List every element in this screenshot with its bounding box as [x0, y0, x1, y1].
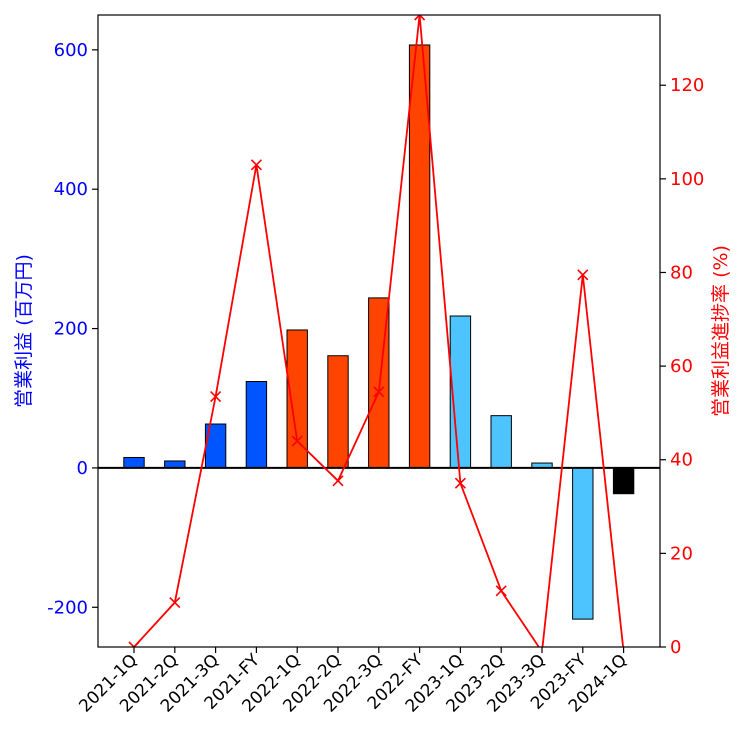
- line-marker-2023-FY: [577, 269, 589, 281]
- y-tick-label-right: 0: [670, 637, 681, 658]
- line-marker-2021-3Q: [210, 390, 222, 403]
- bar-2022-2Q: [327, 355, 349, 469]
- line-marker-2022-1Q: [291, 435, 303, 447]
- y-tick-label-left: 400: [54, 179, 88, 200]
- bar-2021-2Q: [164, 460, 186, 469]
- line-marker-2023-1Q: [454, 477, 466, 489]
- y-tick-label-right: 20: [670, 543, 693, 564]
- bars-layer: [123, 44, 635, 620]
- y-tick-label-right: 60: [670, 356, 693, 377]
- y-tick-label-left: -200: [47, 597, 88, 618]
- line-series: [128, 15, 629, 647]
- line-marker-2021-1Q: [128, 641, 140, 647]
- y-axis-title-right: 営業利益進捗率 (%): [710, 245, 732, 417]
- bar-2021-1Q: [123, 456, 145, 469]
- line-marker-2023-2Q: [495, 585, 507, 597]
- line-marker-2021-FY: [250, 159, 262, 171]
- y-tick-label-right: 80: [670, 262, 693, 283]
- y-tick-label-right: 120: [670, 75, 704, 96]
- y-axis-title-left: 営業利益 (百万円): [13, 254, 35, 408]
- bar-2023-2Q: [490, 415, 512, 469]
- bar-2023-FY: [572, 467, 594, 620]
- line-marker-2022-2Q: [332, 475, 344, 487]
- line-layer: [128, 15, 629, 647]
- bar-2024-1Q: [612, 467, 635, 495]
- bar-2021-FY: [245, 381, 268, 469]
- y-tick-label-right: 100: [670, 169, 704, 190]
- bar-2022-FY: [408, 44, 431, 469]
- line-marker-2022-FY: [414, 15, 426, 21]
- line-marker-2021-2Q: [169, 596, 181, 609]
- y-tick-label-right: 40: [670, 450, 693, 471]
- y-tick-label-left: 600: [54, 40, 88, 61]
- line-marker-2022-3Q: [373, 386, 385, 398]
- y-tick-label-left: 200: [54, 319, 88, 340]
- y-tick-label-left: 0: [77, 458, 88, 479]
